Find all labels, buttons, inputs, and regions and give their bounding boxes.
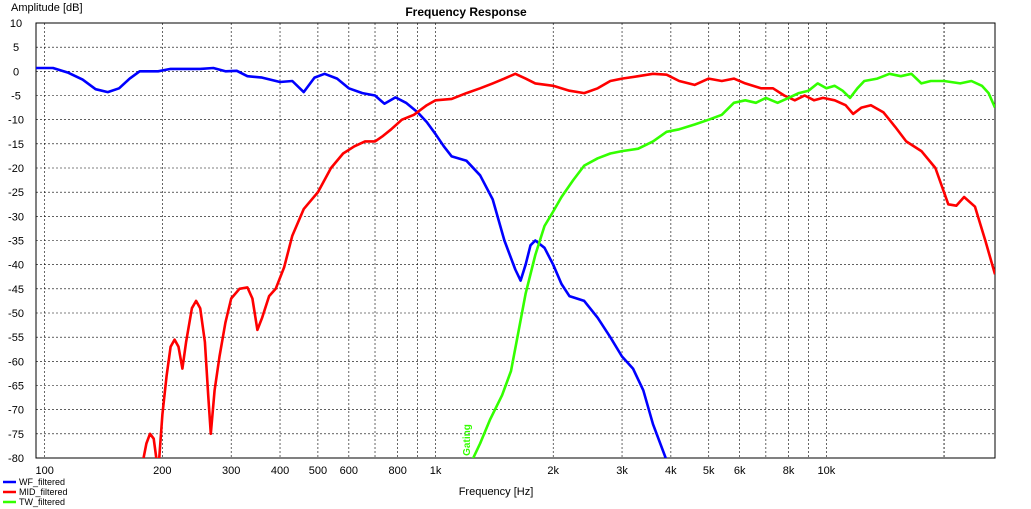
y-tick-label: 5 (13, 42, 19, 54)
x-tick-label: 4k (665, 465, 677, 477)
y-tick-label: -60 (8, 356, 24, 368)
x-tick-label: 6k (734, 465, 746, 477)
y-tick-label: -5 (11, 91, 21, 103)
y-tick-label: -80 (8, 453, 24, 465)
x-tick-label: 800 (388, 465, 406, 477)
gating-annotation: Gating (462, 424, 473, 456)
legend-label: WF_filtered (19, 477, 65, 487)
x-tick-label: 1k (430, 465, 442, 477)
x-tick-label: 10k (818, 465, 836, 477)
y-tick-label: -25 (8, 187, 24, 199)
x-tick-label: 500 (309, 465, 327, 477)
x-axis-ticks: 100 200 300 400 500 600 800 1k 2k 3k 4k 5k 6k 8k 10k (36, 465, 836, 477)
y-tick-label: -15 (8, 139, 24, 151)
y-tick-label: -65 (8, 381, 24, 393)
y-tick-label: -50 (8, 308, 24, 320)
series-line-TW_filtered (471, 72, 995, 458)
x-axis-label: Frequency [Hz] (459, 486, 534, 498)
x-tick-label: 100 (36, 465, 54, 477)
x-tick-label: 8k (783, 465, 795, 477)
y-tick-label: -55 (8, 332, 24, 344)
x-tick-label: 3k (616, 465, 628, 477)
series-line-WF_filtered (36, 66, 668, 458)
grid-lines (36, 22, 995, 459)
chart-title: Frequency Response (405, 5, 527, 19)
x-tick-label: 200 (153, 465, 171, 477)
x-tick-label: 300 (222, 465, 240, 477)
legend-label: TW_filtered (19, 497, 65, 507)
x-tick-label: 600 (340, 465, 358, 477)
y-tick-label: -75 (8, 429, 24, 441)
x-tick-label: 5k (703, 465, 715, 477)
y-tick-label: -20 (8, 163, 24, 175)
y-tick-label: -40 (8, 260, 24, 272)
y-axis-label: Amplitude [dB] (11, 2, 83, 14)
y-tick-label: -35 (8, 236, 24, 248)
series-lines (36, 66, 995, 458)
y-tick-label: -70 (8, 405, 24, 417)
series-line-MID_filtered (142, 72, 995, 458)
x-tick-label: 400 (271, 465, 289, 477)
y-tick-label: 10 (10, 18, 22, 30)
y-tick-label: -45 (8, 284, 24, 296)
legend-label: MID_filtered (19, 487, 68, 497)
y-axis-ticks: 10 5 0 -5 -10 -15 -20 -25 -30 -35 -40 -45 -50 -55 -60 -… (8, 18, 24, 465)
y-tick-label: 0 (13, 66, 19, 78)
y-tick-label: -10 (8, 115, 24, 127)
plot-area (35, 22, 996, 459)
y-tick-label: -30 (8, 211, 24, 223)
x-tick-label: 2k (547, 465, 559, 477)
